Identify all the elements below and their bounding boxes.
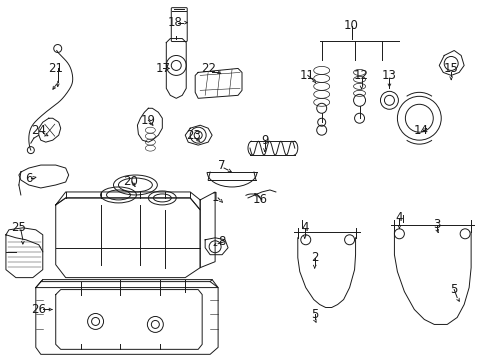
Text: 21: 21 bbox=[48, 62, 63, 75]
Text: 13: 13 bbox=[381, 69, 396, 82]
Text: 4: 4 bbox=[395, 211, 402, 224]
Text: 10: 10 bbox=[344, 19, 358, 32]
Text: 20: 20 bbox=[123, 175, 138, 189]
Text: 12: 12 bbox=[353, 69, 368, 82]
Text: 11: 11 bbox=[299, 69, 314, 82]
Text: 7: 7 bbox=[218, 158, 225, 172]
Text: 24: 24 bbox=[31, 124, 46, 137]
Text: 5: 5 bbox=[449, 283, 457, 296]
Text: 14: 14 bbox=[413, 124, 428, 137]
Text: 5: 5 bbox=[310, 308, 318, 321]
Text: 22: 22 bbox=[200, 62, 215, 75]
Text: 18: 18 bbox=[167, 16, 183, 29]
Text: 17: 17 bbox=[156, 62, 170, 75]
Text: 25: 25 bbox=[11, 221, 26, 234]
Text: 6: 6 bbox=[25, 171, 33, 185]
Text: 1: 1 bbox=[211, 192, 219, 204]
Text: 2: 2 bbox=[310, 251, 318, 264]
Text: 23: 23 bbox=[185, 129, 200, 142]
Text: 8: 8 bbox=[218, 235, 225, 248]
Text: 16: 16 bbox=[252, 193, 267, 206]
Text: 4: 4 bbox=[301, 221, 308, 234]
Text: 15: 15 bbox=[443, 62, 458, 75]
Text: 3: 3 bbox=[433, 218, 440, 231]
Text: 9: 9 bbox=[261, 134, 268, 147]
Text: 26: 26 bbox=[31, 303, 46, 316]
Text: 19: 19 bbox=[141, 114, 156, 127]
